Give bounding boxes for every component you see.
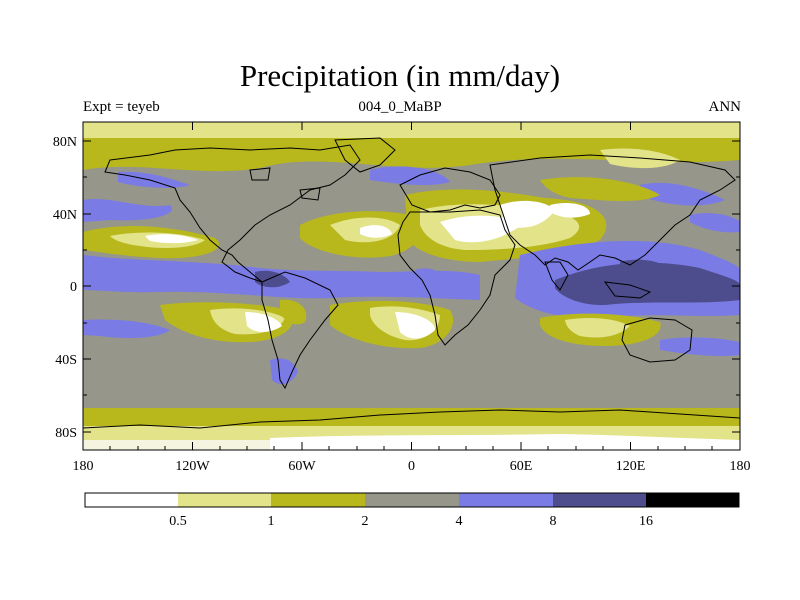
- colorbar-swatch-6: [553, 493, 646, 507]
- colorbar-swatch-1: [85, 493, 178, 507]
- lon-label-120w: 120W: [175, 459, 210, 474]
- longitude-axis: [82, 122, 741, 450]
- latitude-axis: [83, 140, 740, 433]
- season-label: ANN: [708, 99, 742, 115]
- lat-label-40s: 40S: [55, 353, 77, 368]
- lon-label-180e: 180: [730, 459, 751, 474]
- lat-label-0: 0: [70, 280, 77, 295]
- lat-label-40n: 40N: [53, 208, 77, 223]
- lon-label-60w: 60W: [288, 459, 316, 474]
- time-label: 004_0_MaBP: [358, 99, 442, 115]
- colorbar-swatch-2: [178, 493, 271, 507]
- precipitation-field: [83, 122, 740, 450]
- lat-label-80s: 80S: [55, 426, 77, 441]
- coastlines: [83, 137, 740, 429]
- lon-label-180w: 180: [73, 459, 94, 474]
- experiment-label: Expt = teyeb: [83, 99, 160, 115]
- colorbar-label-2: 2: [362, 514, 369, 529]
- lon-label-0: 0: [408, 459, 415, 474]
- colorbar-swatch-5: [459, 493, 553, 507]
- lon-label-60e: 60E: [510, 459, 533, 474]
- lon-label-120e: 120E: [616, 459, 646, 474]
- colorbar-label-1: 1: [268, 514, 275, 529]
- colorbar: [84, 492, 740, 508]
- lat-label-80n: 80N: [53, 135, 77, 150]
- colorbar-swatch-4: [365, 493, 459, 507]
- colorbar-label-8: 8: [550, 514, 557, 529]
- colorbar-label-4: 4: [456, 514, 463, 529]
- colorbar-swatch-7: [646, 493, 739, 507]
- colorbar-label-16: 16: [639, 514, 653, 529]
- colorbar-swatch-3: [271, 493, 365, 507]
- plot-title: Precipitation (in mm/day): [239, 58, 561, 93]
- colorbar-label-0-5: 0.5: [169, 514, 187, 529]
